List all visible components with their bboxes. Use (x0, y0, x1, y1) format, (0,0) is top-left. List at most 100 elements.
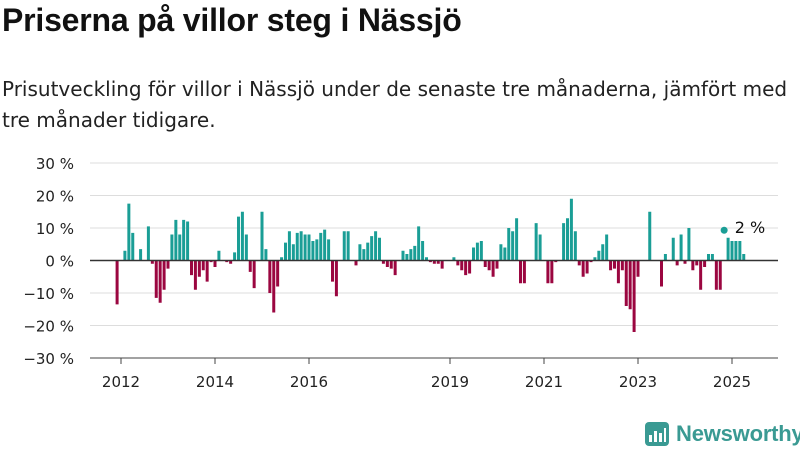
bar (519, 260, 522, 284)
bar (287, 231, 291, 261)
bar (409, 249, 413, 261)
bar (405, 254, 409, 261)
bar (225, 260, 229, 263)
bar (213, 260, 217, 267)
bar (295, 232, 299, 261)
bar (577, 260, 581, 266)
bar (554, 260, 558, 263)
bar (573, 231, 577, 261)
bar (178, 234, 182, 261)
bar (284, 242, 287, 261)
bar (190, 260, 193, 276)
newsworthy-logo[interactable]: Newsworthy (645, 421, 800, 447)
bar (428, 260, 432, 263)
bar (663, 254, 667, 261)
bar (413, 245, 417, 261)
annotation-marker (720, 226, 728, 234)
bar (425, 257, 428, 261)
bar (432, 260, 436, 264)
x-tick-label: 2014 (196, 373, 234, 391)
bar (421, 241, 425, 261)
x-tick-label: 2023 (619, 373, 657, 391)
bar (605, 234, 609, 261)
bar (358, 244, 362, 261)
bar (162, 260, 166, 290)
bar (237, 216, 240, 261)
bar (503, 247, 507, 261)
bar (244, 234, 248, 261)
bar (323, 229, 327, 261)
bar (632, 260, 636, 332)
bar (193, 260, 197, 290)
bar (613, 260, 616, 269)
bar (710, 254, 714, 261)
bar (327, 239, 331, 261)
bar (381, 260, 385, 264)
y-axis: −30 % −20 % −10 % 0 % 10 % 20 % 30 % (23, 155, 74, 368)
bar (562, 223, 566, 261)
bar (534, 223, 538, 261)
newsworthy-logo-icon (645, 422, 669, 446)
bar (648, 211, 652, 261)
bar (205, 260, 209, 282)
bar (370, 236, 374, 261)
bar (660, 260, 663, 287)
bar (436, 260, 440, 264)
bar (734, 241, 738, 261)
x-tick-label: 2019 (431, 373, 469, 391)
bar (217, 250, 221, 261)
bar (260, 211, 264, 261)
bar (291, 244, 295, 261)
bar (507, 228, 511, 261)
bar (158, 260, 162, 303)
bar (695, 260, 699, 266)
bar (522, 260, 526, 284)
bar (233, 252, 237, 261)
bar (460, 260, 464, 271)
bar (299, 231, 303, 261)
bar (742, 254, 746, 261)
bar (174, 219, 178, 261)
bar (154, 260, 158, 298)
bar (252, 260, 256, 289)
bar (311, 241, 315, 261)
bar (139, 249, 143, 261)
bar (393, 260, 397, 276)
bar (366, 242, 370, 261)
bar (146, 226, 150, 261)
y-tick-label: 0 % (45, 253, 74, 271)
bar (272, 260, 276, 313)
bar (479, 241, 483, 261)
bar (123, 250, 127, 261)
bar (707, 254, 710, 261)
bar (209, 260, 213, 263)
bar (170, 234, 174, 261)
bar (452, 257, 456, 261)
y-tick-label: −10 % (23, 285, 74, 303)
bar (495, 260, 499, 269)
y-tick-label: 10 % (36, 220, 74, 238)
bar (581, 260, 585, 277)
x-tick-label: 2012 (102, 373, 140, 391)
bar (636, 260, 640, 277)
bar (115, 260, 119, 305)
bar (475, 242, 479, 261)
x-tick-label: 2021 (525, 373, 563, 391)
bar (585, 260, 589, 274)
bar (150, 260, 154, 264)
bar (354, 260, 358, 266)
bar (687, 228, 691, 261)
bar (374, 231, 378, 261)
bar (624, 260, 628, 306)
bar (593, 257, 597, 261)
bar (131, 232, 135, 261)
bar (726, 237, 730, 261)
annotation-layer: 2 % (720, 218, 765, 237)
bar (483, 260, 487, 267)
bar (280, 257, 284, 261)
bar (550, 260, 554, 284)
bar (264, 249, 268, 261)
bar (730, 241, 734, 261)
bar (268, 260, 272, 293)
